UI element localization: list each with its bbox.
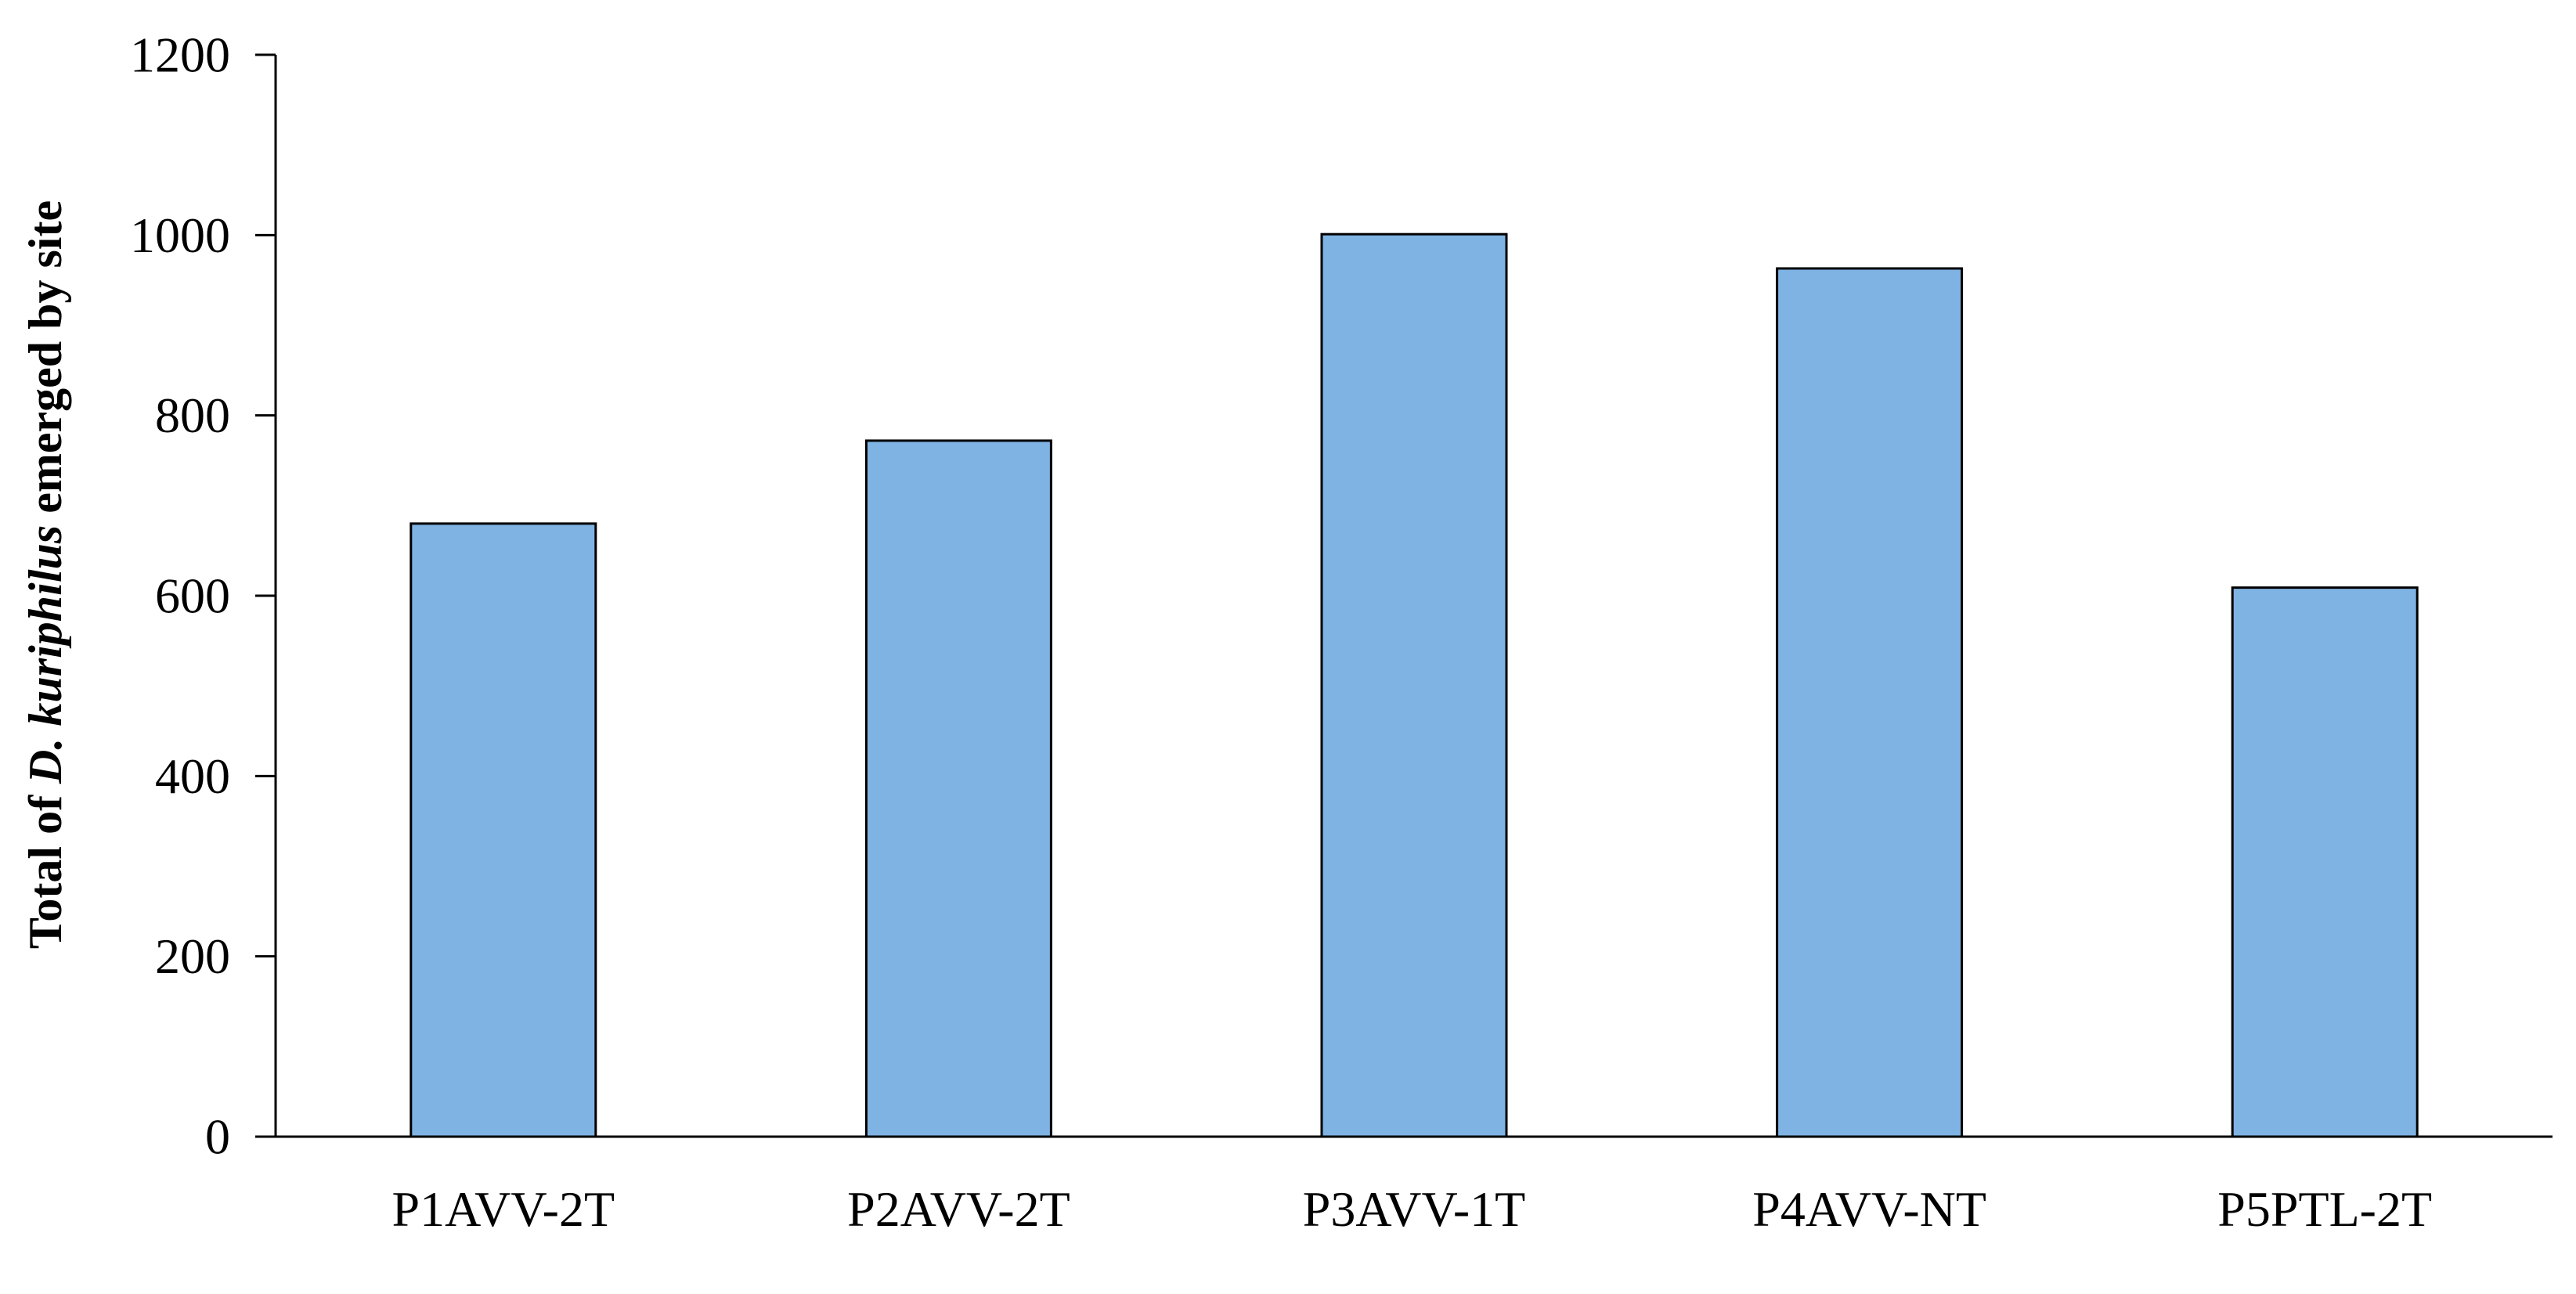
x-category-label: P1AVV-2T bbox=[392, 1181, 615, 1237]
y-tick-label: 200 bbox=[155, 928, 230, 984]
x-category-label: P5PTL-2T bbox=[2217, 1181, 2432, 1237]
y-axis-ticks: 0 200 400 600 800 1000 1200 bbox=[130, 27, 276, 1165]
y-axis-title-italic: D. kuriphilus bbox=[20, 525, 71, 784]
y-tick-label: 600 bbox=[155, 568, 230, 624]
bar-p2avv-2t bbox=[864, 439, 1052, 1138]
y-tick-label: 0 bbox=[205, 1109, 230, 1165]
y-tick-label: 1000 bbox=[130, 207, 230, 263]
y-tick-label: 400 bbox=[155, 748, 230, 804]
y-tick-label: 800 bbox=[155, 387, 230, 443]
y-axis-title: Total of D. kuriphilus emerged by site bbox=[20, 200, 71, 949]
x-axis-labels: P1AVV-2T P2AVV-2T P3AVV-1T P4AVV-NT P5PTL-2T bbox=[392, 1181, 2433, 1237]
x-category-label: P2AVV-2T bbox=[847, 1181, 1070, 1237]
y-axis-title-suffix: emerged by site bbox=[20, 200, 71, 525]
bars-group bbox=[409, 232, 2419, 1138]
bar-p1avv-2t bbox=[409, 522, 597, 1138]
y-tick-label: 1200 bbox=[130, 27, 230, 83]
x-category-label: P4AVV-NT bbox=[1752, 1181, 1986, 1237]
x-category-label: P3AVV-1T bbox=[1303, 1181, 1526, 1237]
bar-p4avv-nt bbox=[1776, 267, 1964, 1138]
bar-p3avv-1t bbox=[1320, 232, 1508, 1138]
bar-p5ptl-2t bbox=[2231, 586, 2419, 1138]
y-axis-title-prefix: Total of bbox=[20, 784, 71, 949]
